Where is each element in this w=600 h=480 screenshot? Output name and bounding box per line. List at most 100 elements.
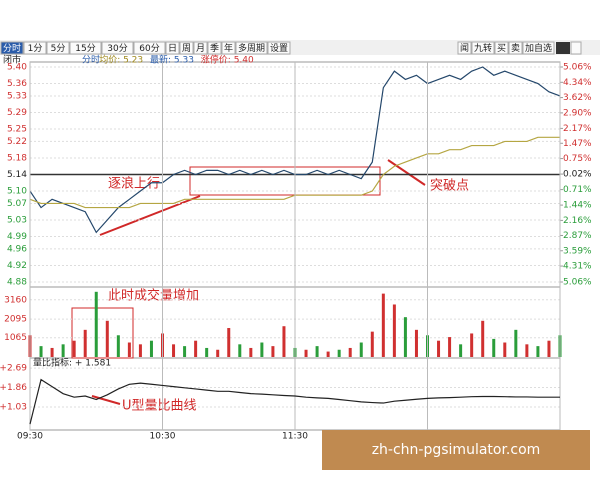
y-tick-label: 2095: [4, 315, 27, 325]
toolbar-label: 卖: [511, 43, 520, 54]
volume-bar: [514, 329, 518, 357]
y2-tick-label: 0.71%: [563, 185, 592, 195]
y-tick-label: 4.99: [7, 232, 27, 242]
volume-bar: [138, 344, 142, 357]
annotation: 此时成交量增加: [108, 288, 199, 304]
toolbar-button[interactable]: [235, 41, 268, 55]
arrow: [99, 195, 201, 236]
status: 闭市: [3, 54, 21, 66]
toolbar-button[interactable]: [0, 41, 24, 55]
y2-tick-label: 1.47%: [563, 139, 592, 149]
toolbar-button[interactable]: [494, 41, 509, 55]
y2-tick-label: 0.75%: [563, 154, 592, 164]
y2-tick-label: 5.06%: [563, 278, 592, 288]
toolbar-label: 买: [497, 43, 506, 54]
toolbar-icon[interactable]: [570, 41, 582, 55]
y2-tick-label: 2.16%: [563, 216, 592, 226]
volume-bar: [149, 340, 153, 357]
toolbar-button[interactable]: [133, 41, 166, 55]
y-tick-label: 4.88: [7, 278, 27, 288]
volume-bar: [127, 342, 131, 357]
y-tick-label: 4.96: [7, 244, 27, 254]
toolbar-label: 加自选: [525, 42, 552, 54]
toolbar-label: 九转: [474, 42, 492, 54]
volume-bar: [492, 338, 496, 357]
toolbar-button[interactable]: [522, 41, 555, 55]
volume-bar: [315, 346, 319, 357]
volume-bar: [547, 340, 551, 357]
toolbar-label: 多周期: [238, 42, 265, 54]
volume-bar: [249, 347, 253, 357]
volume-bar: [348, 347, 352, 357]
volume-bar: [282, 326, 286, 357]
volume-bar: [437, 340, 441, 357]
y2-tick-label: 4.34%: [563, 78, 592, 88]
y-tick-label: 5.29: [7, 108, 27, 118]
toolbar-icon[interactable]: [556, 42, 570, 54]
volume-bar: [370, 331, 374, 357]
annotation: 突破点: [430, 178, 469, 194]
toolbar-button[interactable]: [457, 41, 472, 55]
info-item: 分时: [82, 54, 100, 66]
info-item: 涨停价: 5.40: [201, 54, 254, 66]
toolbar-button[interactable]: [267, 41, 291, 55]
volume-bar: [470, 333, 474, 357]
toolbar-label: 15分: [75, 43, 95, 54]
volume-bar: [172, 344, 176, 357]
volume-bar: [459, 344, 463, 357]
toolbar-button[interactable]: [179, 41, 194, 55]
annotation: 逐浪上行: [108, 177, 160, 192]
y-tick-label: 3160: [4, 295, 27, 305]
volume-bar: [392, 304, 396, 357]
y2-tick-label: 2.17%: [563, 124, 592, 134]
y2-tick-label: 2.87%: [563, 231, 592, 241]
watermark: zh-chn-pgsimulator.com: [372, 442, 541, 458]
toolbar-button[interactable]: [46, 41, 70, 55]
x-tick-label: 11:30: [282, 432, 308, 442]
y2-tick-label: 1.44%: [563, 201, 592, 211]
toolbar-button[interactable]: [221, 41, 236, 55]
toolbar-button[interactable]: [508, 41, 523, 55]
y-tick-label: 5.36: [7, 79, 27, 89]
toolbar-label: 1分: [28, 43, 43, 54]
y-tick-label: 5.10: [7, 187, 27, 197]
toolbar-button[interactable]: [69, 41, 102, 55]
volume-bar: [50, 347, 54, 357]
y-tick-label: 1065: [4, 333, 27, 343]
volume-bar: [94, 291, 98, 357]
toolbar-label: 季: [210, 42, 219, 54]
volume-bar: [381, 293, 385, 357]
toolbar-label: 60分: [139, 43, 159, 54]
volume-bar: [326, 351, 330, 357]
toolbar-button[interactable]: [471, 41, 495, 55]
indicator-title: 量比指标: + 1.581: [33, 357, 111, 369]
y2-tick-label: 0.02%: [563, 170, 592, 180]
y2-tick-label: 3.59%: [563, 246, 592, 256]
volume-bar: [39, 346, 43, 357]
volume-bar: [61, 344, 65, 357]
toolbar-label: 月: [196, 43, 205, 54]
volume-bar: [116, 335, 120, 357]
y2-tick-label: 3.62%: [563, 93, 592, 103]
toolbar-label: 年: [224, 42, 233, 54]
y-tick-label: +1.03: [0, 403, 27, 413]
volume-bar: [481, 320, 485, 357]
volume-bar: [337, 349, 341, 357]
annotation: U型量比曲线: [122, 399, 197, 414]
volume-bar: [525, 344, 529, 357]
y-tick-label: 5.25: [7, 125, 27, 135]
toolbar-button[interactable]: [207, 41, 222, 55]
toolbar-button[interactable]: [101, 41, 134, 55]
volume-bar: [271, 346, 275, 357]
volume-bar: [304, 349, 308, 357]
info-item: 均价: 5.23: [99, 54, 143, 66]
toolbar-button[interactable]: [23, 41, 47, 55]
y2-tick-label: 2.90%: [563, 108, 592, 118]
toolbar-button[interactable]: [193, 41, 208, 55]
toolbar-button[interactable]: [165, 41, 180, 55]
toolbar-label: 5分: [51, 43, 66, 54]
volume-bar: [359, 342, 363, 357]
volume-bar: [260, 342, 264, 357]
